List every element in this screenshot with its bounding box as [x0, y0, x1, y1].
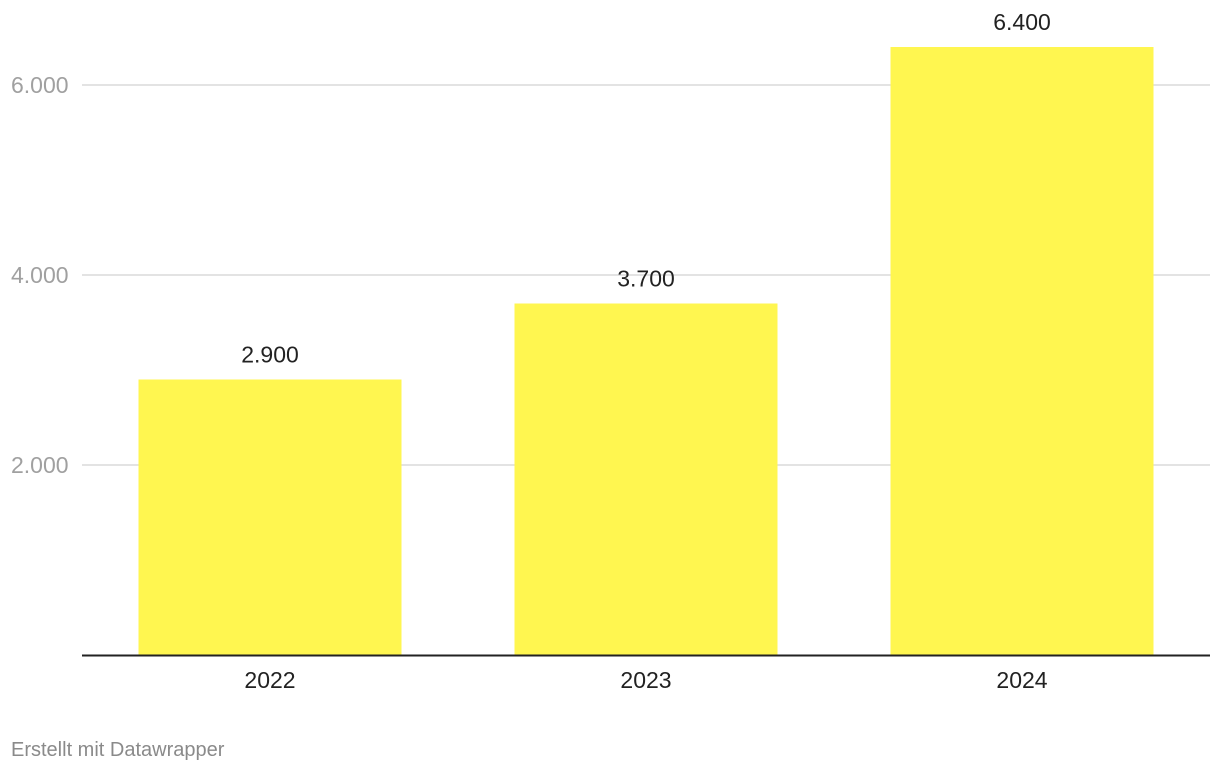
- y-tick-label: 2.000: [11, 452, 69, 478]
- y-axis-tick-labels: 2.000 4.000 6.000: [11, 72, 69, 478]
- value-label: 3.700: [617, 266, 675, 292]
- value-label: 2.900: [241, 342, 299, 368]
- credit-text: Erstellt mit Datawrapper: [11, 739, 225, 761]
- bar-2023: [514, 303, 778, 655]
- bar-2022: [138, 379, 402, 655]
- x-tick-label: 2022: [244, 667, 295, 693]
- value-label: 6.400: [993, 9, 1051, 35]
- y-tick-label: 6.000: [11, 72, 69, 98]
- value-labels: 2.900 3.700 6.400: [241, 9, 1051, 368]
- x-tick-label: 2023: [620, 667, 671, 693]
- x-axis-tick-labels: 2022 2023 2024: [244, 667, 1047, 693]
- x-tick-label: 2024: [996, 667, 1047, 693]
- bar-2024: [890, 47, 1154, 655]
- y-tick-label: 4.000: [11, 262, 69, 288]
- bars: [138, 47, 1154, 655]
